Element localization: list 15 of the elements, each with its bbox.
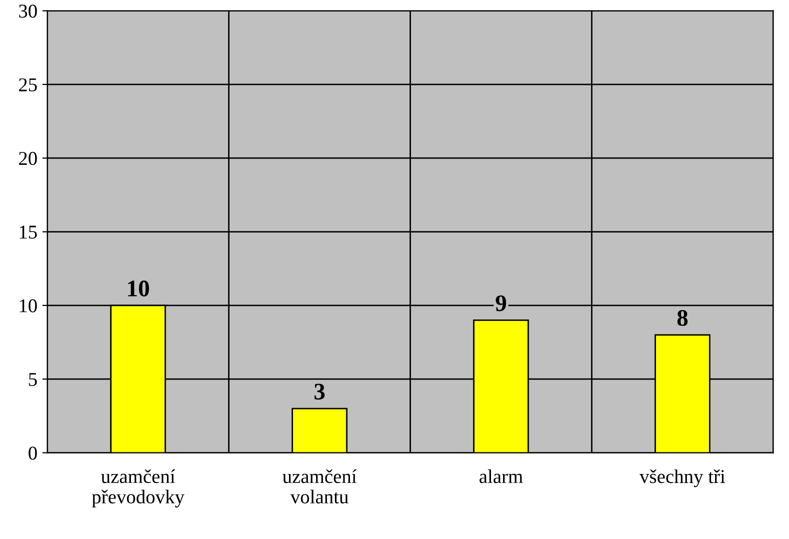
y-tick-label: 15 (20, 226, 37, 239)
x-tick-label: uzamčení volantu (282, 469, 357, 504)
y-tick-label: 10 (20, 299, 37, 312)
x-tick-label: všechny tři (640, 469, 726, 488)
data-label: 10 (128, 280, 149, 296)
x-tick-label: alarm (480, 469, 523, 484)
data-label: 8 (677, 310, 688, 326)
y-tick-label: 30 (19, 4, 37, 18)
data-label: 3 (314, 384, 325, 400)
y-tick-label: 25 (19, 78, 37, 92)
y-tick-label: 0 (28, 446, 37, 460)
y-tick-label: 5 (29, 373, 37, 386)
y-tick-label: 20 (19, 152, 37, 166)
x-tick-label: uzamčení převodovky (92, 469, 184, 508)
data-label: 9 (496, 295, 506, 312)
